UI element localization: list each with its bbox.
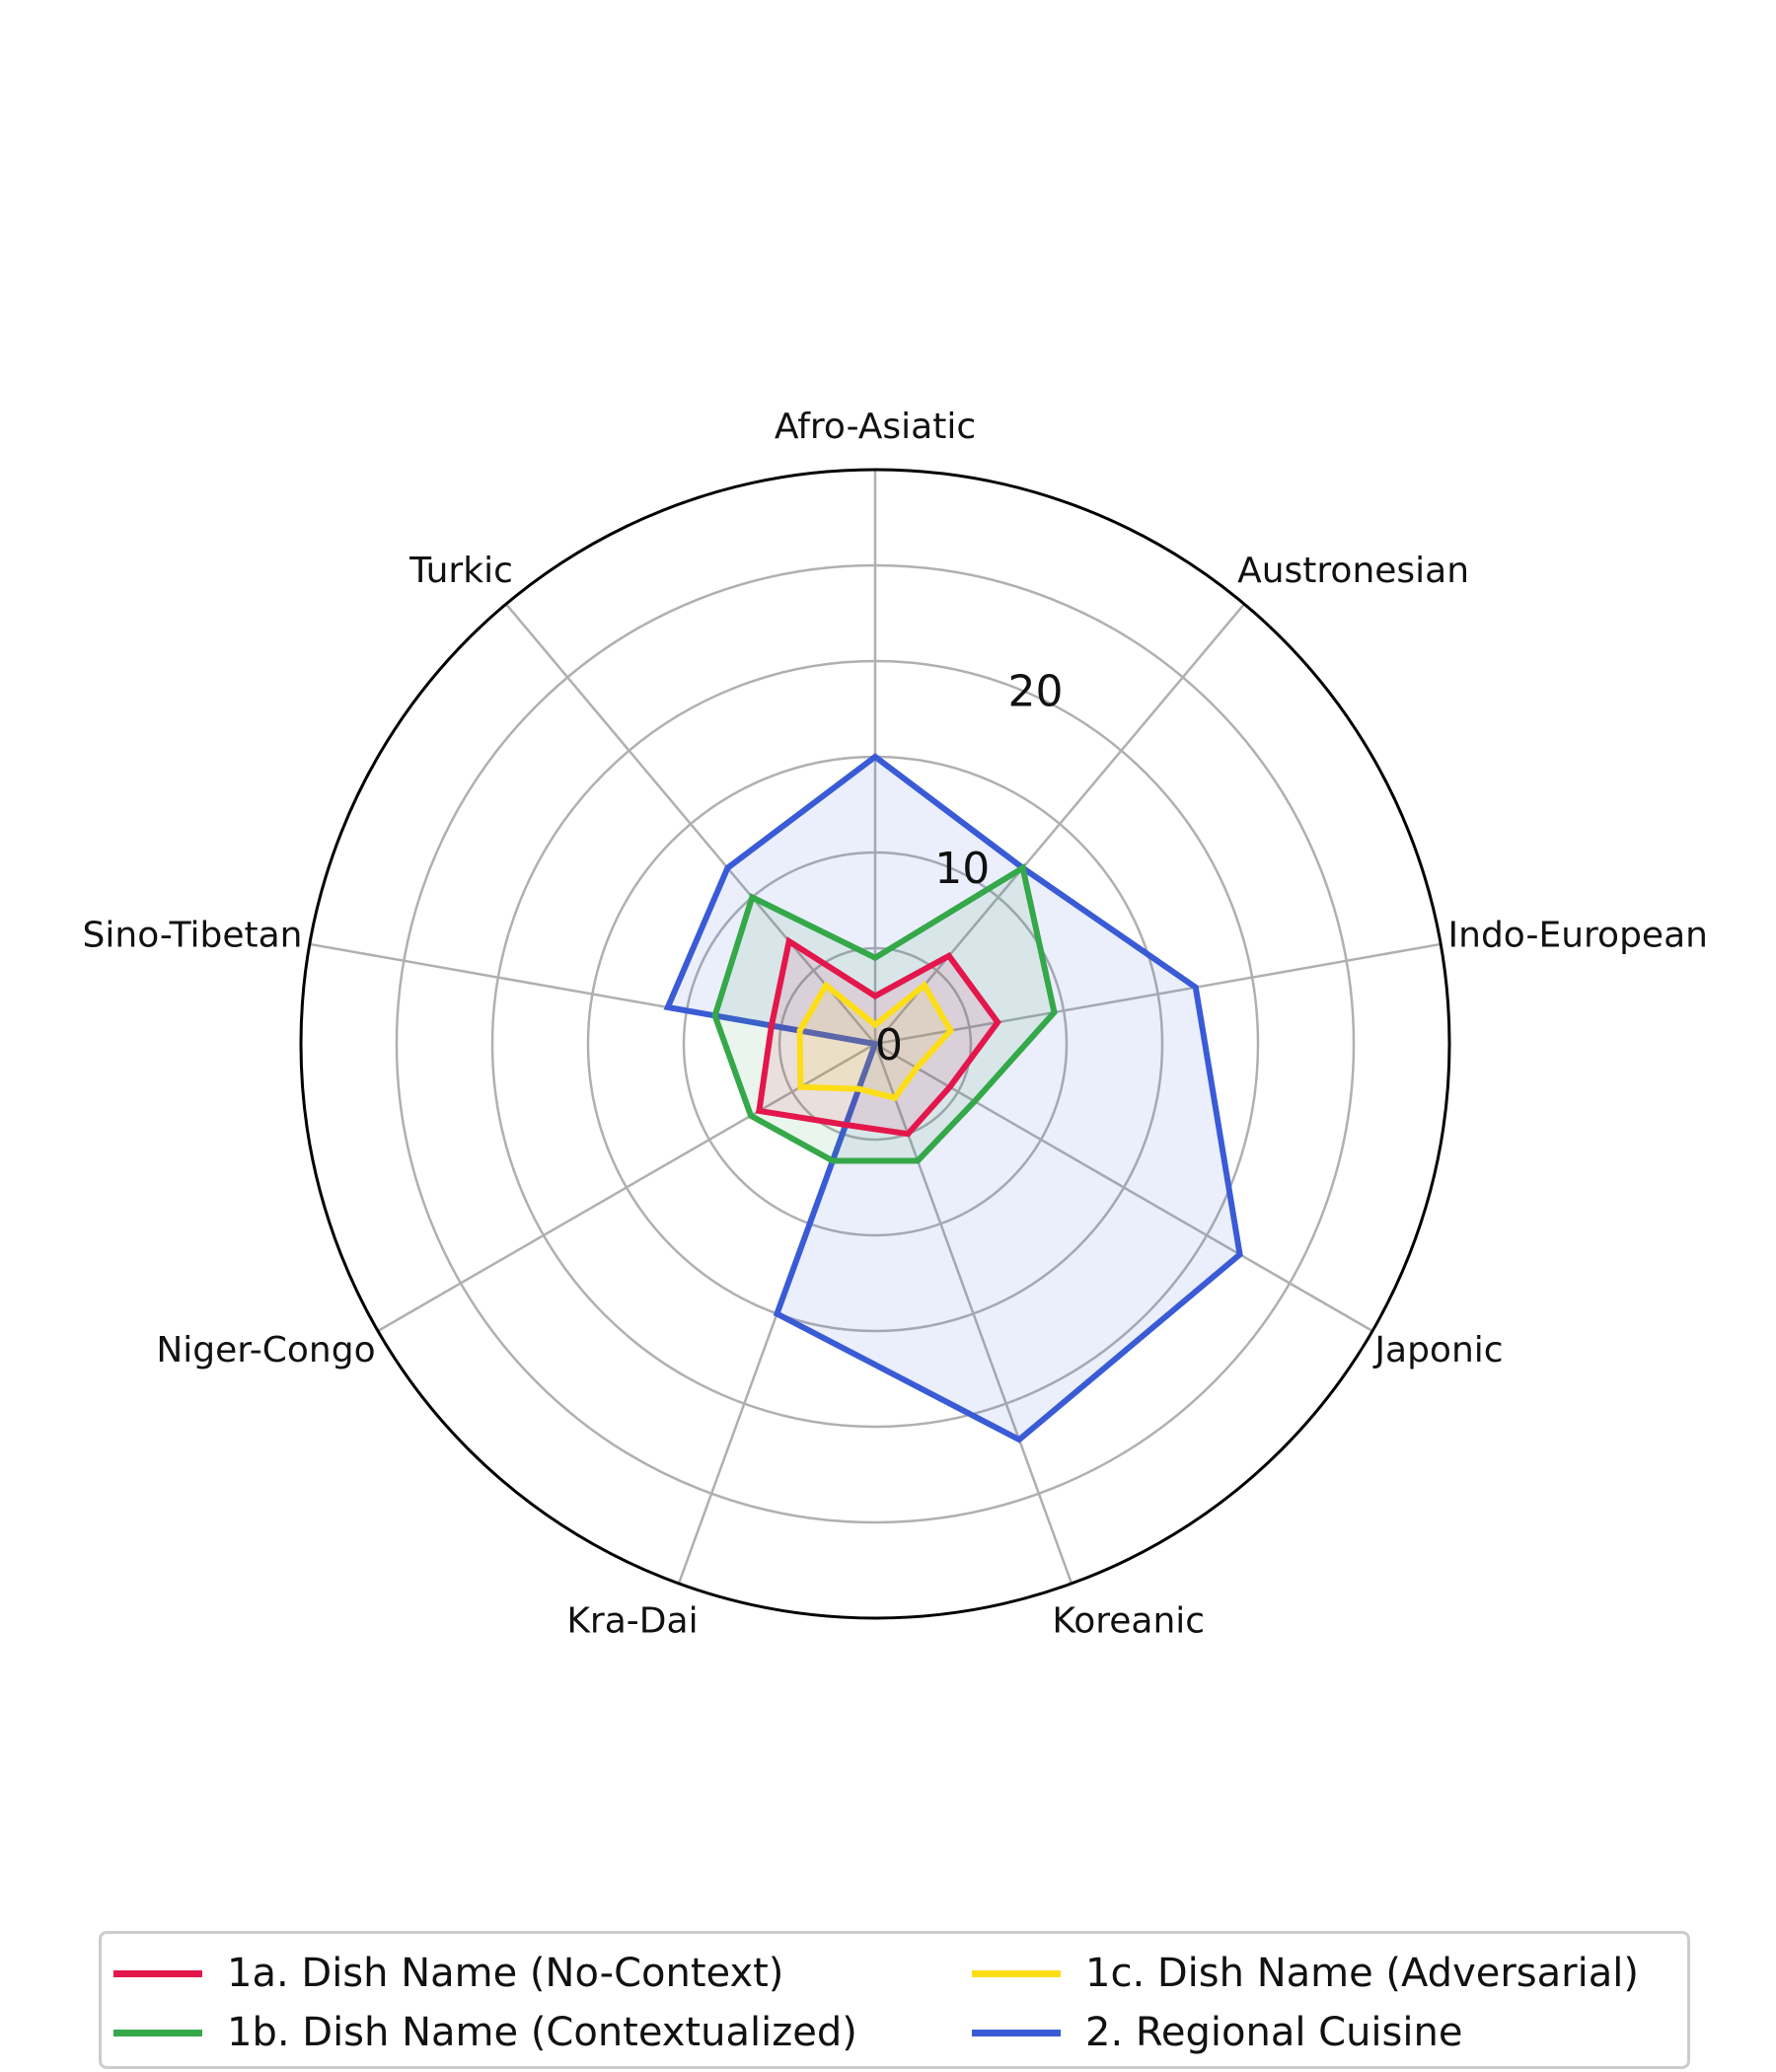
legend-item-2: 2. Regional Cuisine [972,2005,1462,2060]
legend-swatch-1b [113,2029,202,2036]
legend-item-1b: 1b. Dish Name (Contextualized) [113,2005,857,2060]
legend-swatch-1a [113,1969,202,1977]
series-layer [663,753,1243,1443]
category-label: Turkic [408,551,513,591]
series-line [796,981,955,1102]
legend-label-2: 2. Regional Cuisine [1085,2010,1463,2055]
tick-layer: 0 10 20 [875,667,1063,1071]
legend-swatch-1c [972,1969,1061,1977]
category-label: Indo-European [1448,916,1708,956]
legend-label-1a: 1a. Dish Name (No-Context) [227,1951,784,1996]
category-label: Koreanic [1052,1600,1205,1641]
legend-label-1b: 1b. Dish Name (Contextualized) [227,2010,857,2055]
radial-tick-label: 0 [875,1020,903,1071]
series-line [711,862,1058,1164]
category-label: Afro-Asiatic [775,407,976,447]
radial-tick-label: 10 [934,844,990,894]
legend-label-1c: 1c. Dish Name (Adversarial) [1085,1951,1639,1996]
category-labels: Afro-Asiatic Austronesian Indo-European Jap… [83,407,1708,1641]
legend: 1a. Dish Name (No-Context) 1c. Dish Name… [99,1931,1690,2069]
grid-spoke [874,603,1246,1045]
series-line [663,753,1243,1443]
legend-item-1c: 1c. Dish Name (Adversarial) [972,1946,1639,2001]
grid-spoke [874,942,1442,1046]
grid-spoke [377,1042,876,1333]
series-line [756,936,1001,1138]
category-label: Sino-Tibetan [83,916,303,956]
grid-spoke [874,1042,1373,1333]
radial-tick-label: 20 [1007,667,1063,717]
category-label: Japonic [1372,1330,1503,1370]
category-label: Kra-Dai [566,1600,698,1641]
category-label: Austronesian [1237,551,1469,591]
category-label: Niger-Congo [156,1330,375,1370]
legend-swatch-2 [972,2029,1061,2036]
polar-frame [299,468,1451,1620]
grid-spoke [504,603,876,1045]
legend-item-1a: 1a. Dish Name (No-Context) [113,1946,783,2001]
